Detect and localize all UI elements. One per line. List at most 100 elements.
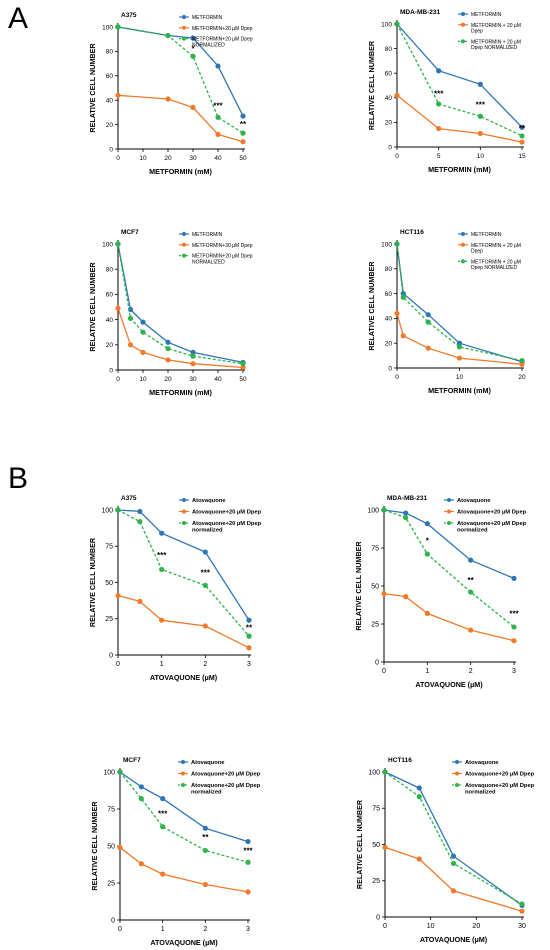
y-tick-label: 40: [106, 98, 114, 105]
y-tick-label: 0: [109, 367, 113, 374]
legend-swatch-marker: [455, 760, 459, 764]
x-tick-label: 20: [164, 155, 172, 162]
x-tick-label: 0: [382, 668, 386, 675]
legend-item: Atovaquone+20 µM Dpep normalized: [178, 783, 261, 796]
data-point-orange: [450, 888, 457, 894]
data-point-orange: [416, 856, 422, 862]
data-point-blue: [450, 853, 457, 859]
data-point-green: [519, 901, 525, 907]
data-point-green: [215, 114, 221, 120]
data-point-green: [456, 344, 463, 350]
legend-label: METFORMIN + 20 µM Dpep NORMALIZED: [471, 39, 521, 51]
data-point-orange: [202, 623, 208, 629]
data-point-blue: [436, 68, 442, 74]
series-line-orange: [384, 846, 523, 912]
legend-label: Atovaquone+20 µM Dpep: [457, 510, 527, 516]
legend-swatch-marker: [447, 509, 451, 514]
data-point-blue: [202, 825, 208, 831]
x-axis-label: ATOVAQUONE (µM): [415, 680, 483, 689]
legend-swatch-marker: [182, 36, 186, 41]
chart-3: 0 20 40 60 80 100 0 10 20 30 40 50 METFORMIN (mM) REL…: [88, 229, 253, 397]
x-axis-label: METFORMIN (mM): [428, 165, 491, 174]
legend-swatch-marker: [182, 25, 186, 30]
data-point-green: [511, 624, 517, 630]
y-tick-label: 20: [106, 122, 114, 129]
legend-item: Atovaquone+20 µM Dpep: [444, 509, 527, 516]
x-tick-label: 30: [189, 155, 197, 162]
legend: Atovaquone Atovaquone+20 µM Dpep Atovaquon…: [178, 760, 261, 796]
legend-label: Atovaquone+20 µM Dpep normalized: [191, 783, 261, 796]
data-point-green: [190, 53, 196, 59]
data-point-green: [394, 241, 400, 247]
x-tick-label: 20: [472, 923, 480, 930]
data-point-green: [394, 21, 400, 27]
legend-label: Atovaquone: [192, 498, 226, 504]
x-tick-label: 50: [239, 155, 247, 162]
series-line-blue: [117, 243, 244, 364]
data-point-orange: [246, 645, 252, 651]
data-point-orange: [436, 125, 442, 132]
y-tick-label: 80: [385, 46, 393, 53]
data-point-orange: [519, 361, 525, 367]
y-axis-label: RELATIVE CELL NUMBER: [367, 40, 376, 130]
legend: Atovaquone Atovaquone+20 µM Dpep Atovaquon…: [444, 498, 527, 534]
series-line-green: [119, 771, 249, 863]
data-point-orange: [115, 305, 121, 311]
significance-marker: ***: [476, 101, 486, 110]
series-line-orange: [119, 846, 249, 893]
legend-item: METFORMIN+20 µM Dpep: [179, 25, 253, 32]
y-tick-label: 75: [371, 545, 379, 552]
data-point-orange: [240, 139, 246, 145]
y-tick-label: 100: [381, 241, 392, 248]
chart-title: A375: [121, 12, 137, 19]
legend-item: Atovaquone+20 µM Dpep normalized: [444, 521, 527, 534]
x-tick-label: 1: [160, 661, 164, 668]
x-axis-label: METFORMIN (mM): [149, 167, 212, 176]
data-point-green: [165, 32, 171, 39]
chart-title: MCF7: [121, 229, 139, 236]
data-point-green: [115, 241, 121, 247]
legend-swatch-marker: [182, 509, 186, 514]
data-point-blue: [477, 81, 483, 87]
y-tick-label: 0: [376, 914, 380, 921]
data-point-blue: [140, 319, 146, 325]
data-point-blue: [246, 617, 252, 623]
series-line-orange: [117, 594, 250, 649]
data-point-green: [202, 582, 208, 589]
series-line-orange: [117, 94, 244, 143]
x-tick-label: 2: [203, 926, 207, 933]
y-tick-label: 100: [102, 241, 113, 248]
series-line-orange: [117, 308, 244, 369]
y-tick-label: 0: [388, 365, 392, 372]
data-point-orange: [117, 844, 123, 851]
legend-label: METFORMIN + 20 µM Dpep: [471, 23, 521, 35]
data-point-green: [137, 519, 143, 525]
data-point-green: [519, 133, 525, 139]
data-point-blue: [165, 339, 171, 345]
x-axis-label: ATOVAQUONE (µM): [420, 935, 488, 944]
significance-marker: *: [426, 536, 430, 545]
data-point-green: [416, 794, 422, 800]
legend-item: Atovaquone: [179, 498, 226, 504]
legend-swatch-marker: [461, 242, 465, 247]
x-tick-label: 0: [116, 661, 120, 668]
significance-marker: **: [240, 120, 247, 129]
legend-swatch-marker: [182, 15, 186, 19]
legend-item: METFORMIN+20 µM Dpep NORMALIZED: [179, 253, 253, 265]
legend-item: Atovaquone: [178, 760, 225, 766]
data-point-green: [403, 515, 409, 521]
data-point-blue: [519, 124, 525, 130]
x-tick-label: 30: [518, 923, 526, 930]
legend-item: METFORMIN + 20 µM Dpep NORMALIZED: [458, 39, 521, 51]
y-tick-label: 60: [106, 73, 114, 80]
legend-swatch-marker: [455, 771, 459, 776]
y-tick-label: 75: [107, 806, 115, 813]
data-point-green: [160, 824, 166, 830]
legend-item: METFORMIN+20 µM Dpep NORMALIZED: [179, 36, 253, 48]
y-tick-label: 0: [109, 652, 113, 659]
data-point-green: [240, 361, 246, 367]
significance-marker: **: [519, 124, 526, 133]
legend: Atovaquone Atovaquone+20 µM Dpep Atovaquon…: [179, 498, 262, 534]
x-tick-label: 20: [518, 374, 526, 381]
